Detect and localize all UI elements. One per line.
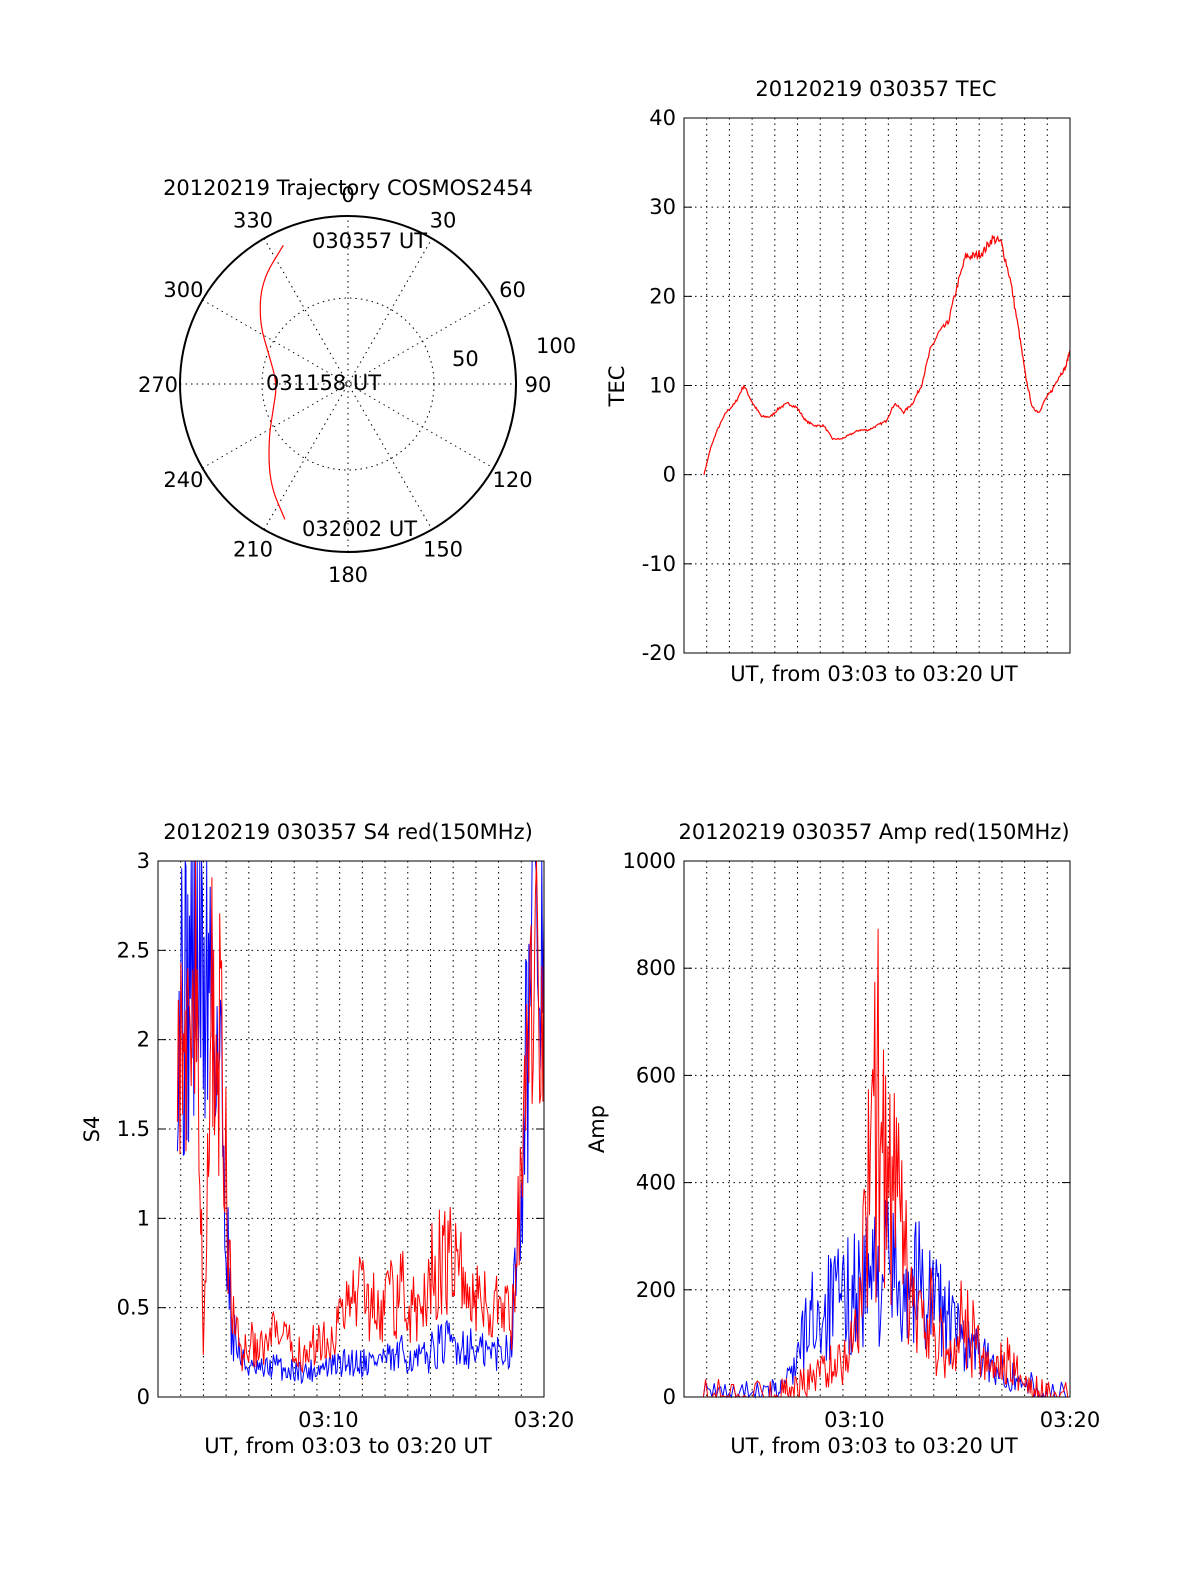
tec-series-line [703, 235, 1071, 476]
polar-az-label-120: 120 [492, 468, 532, 492]
amp-y-label: Amp [585, 1105, 609, 1153]
polar-az-label-300: 300 [163, 278, 203, 302]
polar-az-label-210: 210 [233, 538, 273, 562]
polar-az-label-30: 30 [430, 208, 457, 232]
s4-series-red [176, 860, 545, 1374]
polar-trajectory-line [259, 244, 286, 520]
polar-az-label-330: 330 [233, 208, 273, 232]
amp-x-label: UT, from 03:03 to 03:20 UT [730, 1434, 1018, 1458]
s4-grid [158, 861, 544, 1397]
polar-az-label-150: 150 [423, 538, 463, 562]
tec-grid [684, 118, 1070, 653]
tec-plot: 20120219 030357 TEC -20 -10 0 10 20 30 40 UT, … [605, 77, 1071, 686]
amp-ytick-label-1: 200 [636, 1278, 676, 1302]
s4-title: 20120219 030357 S4 red(150MHz) [163, 820, 533, 844]
s4-series-lines [176, 860, 545, 1385]
polar-time-label-2: 032002 UT [302, 517, 417, 541]
s4-xtick-label-1: 03:20 [514, 1408, 575, 1432]
amp-ytick-label-3: 600 [636, 1063, 676, 1087]
s4-frame [157, 860, 545, 1398]
polar-elev-label-100: 100 [536, 334, 576, 358]
s4-ytick-label-2: 1 [137, 1206, 150, 1230]
s4-xtick-label-0: 03:10 [298, 1408, 359, 1432]
amp-series-red [702, 928, 1070, 1399]
polar-spoke-150 [263, 238, 433, 530]
amp-plot: 20120219 030357 Amp red(150MHz) 0 200 400 6… [585, 820, 1100, 1458]
s4-ytick-label-3: 1.5 [117, 1117, 150, 1141]
polar-az-label-270: 270 [138, 373, 178, 397]
tec-title: 20120219 030357 TEC [755, 77, 996, 101]
s4-series-blue [176, 860, 545, 1385]
tec-y-ticks: -20 -10 0 10 20 30 40 [642, 106, 1070, 665]
s4-ytick-label-0: 0 [137, 1385, 150, 1409]
polar-title: 20120219 Trajectory COSMOS2454 [163, 176, 533, 200]
polar-time-label-1: 031158 UT [266, 371, 381, 395]
s4-plot: 20120219 030357 S4 red(150MHz) 0 0.5 1 1.5 2… [80, 820, 574, 1458]
polar-time-label-0: 030357 UT [312, 229, 427, 253]
amp-frame [683, 860, 1071, 1398]
tec-y-label: TEC [605, 366, 629, 408]
amp-ytick-label-2: 400 [636, 1171, 676, 1195]
tec-ytick-label-2: 0 [663, 463, 676, 487]
tec-ytick-label-4: 20 [649, 284, 676, 308]
polar-az-label-90: 90 [525, 373, 552, 397]
amp-series-lines [702, 928, 1070, 1399]
s4-ytick-label-5: 2.5 [117, 938, 150, 962]
polar-spoke-120 [202, 299, 494, 469]
tec-frame [683, 117, 1071, 654]
polar-time-labels: 030357 UT 031158 UT 032002 UT [266, 229, 427, 541]
tec-ytick-label-1: -10 [642, 552, 676, 576]
amp-series-blue [702, 1200, 1070, 1399]
s4-y-ticks: 0 0.5 1 1.5 2 2.5 3 [117, 849, 544, 1409]
s4-x-label: UT, from 03:03 to 03:20 UT [204, 1434, 492, 1458]
polar-az-label-0: 0 [341, 183, 354, 207]
s4-ytick-label-4: 2 [137, 1028, 150, 1052]
tec-x-label: UT, from 03:03 to 03:20 UT [730, 662, 1018, 686]
s4-ytick-label-1: 0.5 [117, 1296, 150, 1320]
tec-ytick-label-5: 30 [649, 195, 676, 219]
polar-azimuth-labels: 0 30 60 90 120 150 180 210 240 270 300 330 [138, 183, 551, 587]
polar-az-label-60: 60 [499, 278, 526, 302]
polar-az-label-240: 240 [163, 468, 203, 492]
amp-ytick-label-0: 0 [663, 1385, 676, 1409]
s4-y-label: S4 [80, 1116, 104, 1143]
amp-xtick-label-1: 03:20 [1040, 1408, 1101, 1432]
polar-elev-label-50: 50 [452, 347, 479, 371]
polar-az-label-180: 180 [328, 563, 368, 587]
amp-x-ticks: 03:10 03:20 [824, 1408, 1100, 1432]
s4-x-ticks: 03:10 03:20 [298, 1408, 574, 1432]
amp-ytick-label-5: 1000 [623, 849, 676, 873]
amp-xtick-label-0: 03:10 [824, 1408, 885, 1432]
tec-ytick-label-6: 40 [649, 106, 676, 130]
amp-title: 20120219 030357 Amp red(150MHz) [678, 820, 1069, 844]
tec-ytick-label-0: -20 [642, 641, 676, 665]
tec-ytick-label-3: 10 [649, 374, 676, 398]
polar-spoke-60 [202, 299, 494, 469]
polar-trajectory-plot: 20120219 Trajectory COSMOS2454 0 30 60 90 12… [138, 176, 576, 587]
polar-spoke-30 [263, 238, 433, 530]
s4-ytick-label-6: 3 [137, 849, 150, 873]
polar-spokes [180, 216, 516, 552]
amp-y-ticks: 0 200 400 600 800 1000 [623, 849, 1070, 1409]
amp-ytick-label-4: 800 [636, 956, 676, 980]
